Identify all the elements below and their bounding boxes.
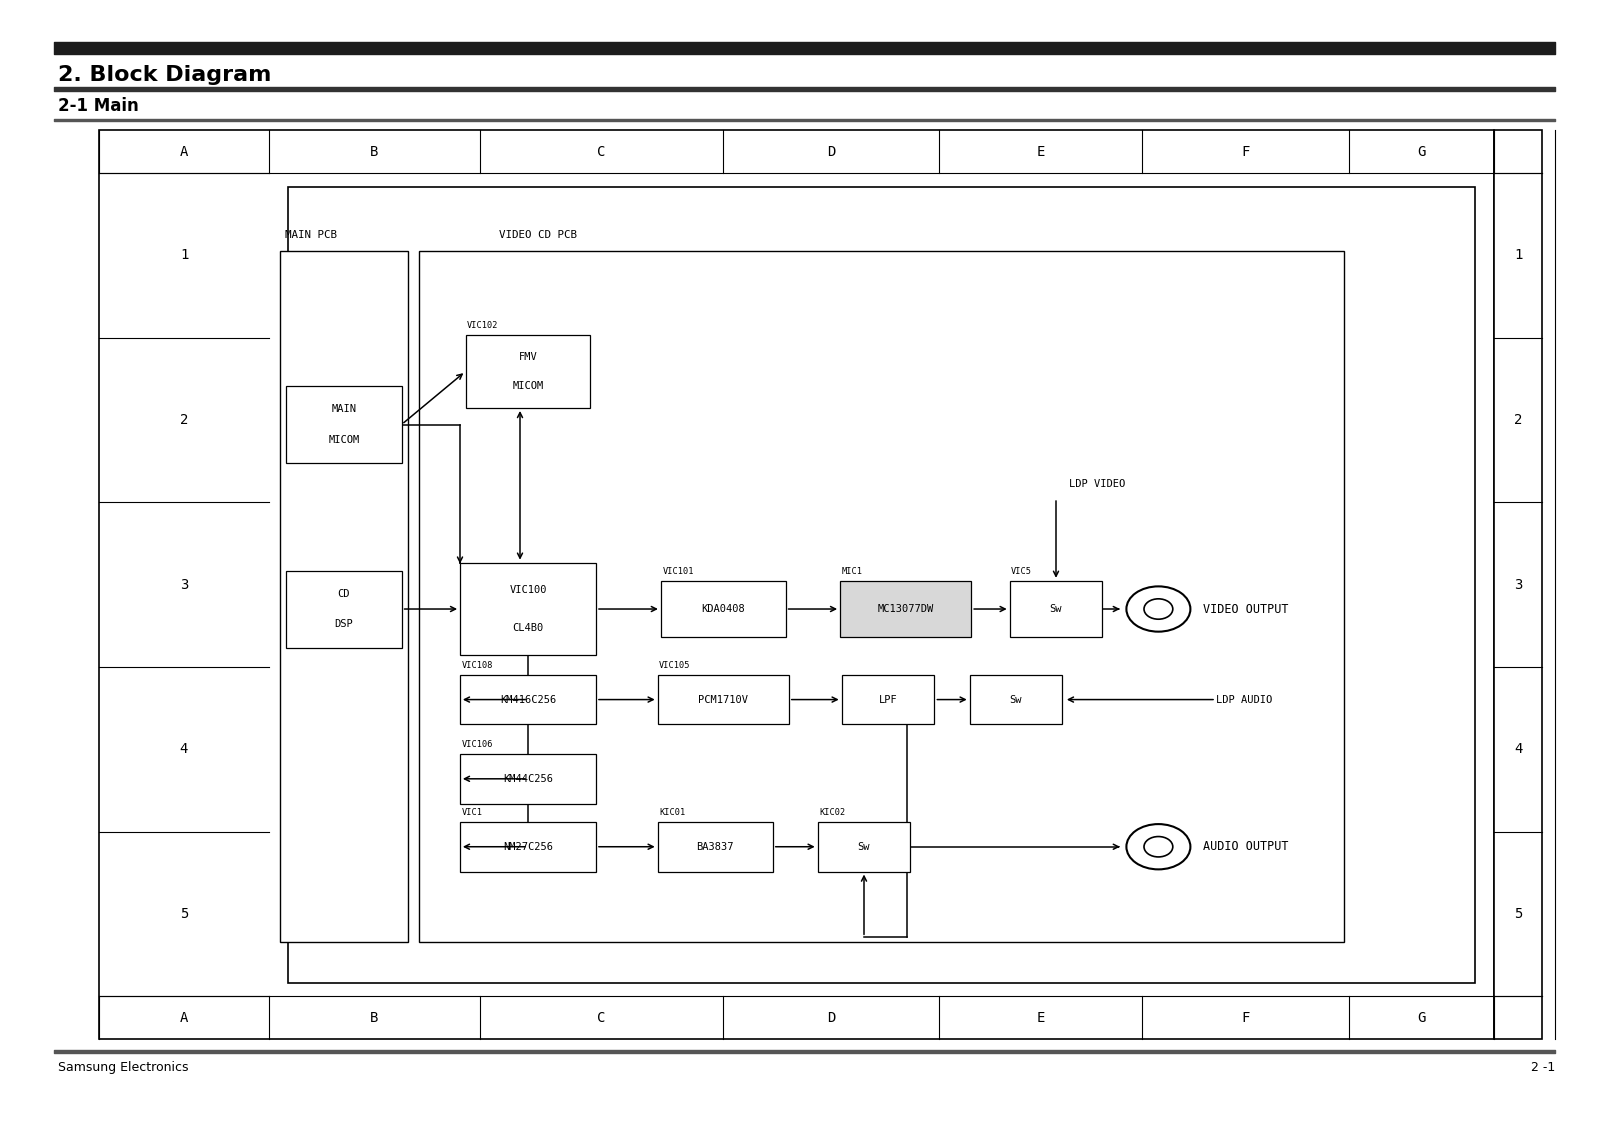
Text: LDP AUDIO: LDP AUDIO (1216, 695, 1272, 704)
Circle shape (1144, 599, 1173, 619)
Text: VIDEO CD PCB: VIDEO CD PCB (499, 230, 578, 240)
Circle shape (1126, 586, 1190, 632)
Text: 5: 5 (1514, 907, 1523, 920)
Text: 2: 2 (1514, 413, 1523, 427)
Bar (288, 187, 1475, 983)
Text: F: F (1242, 145, 1250, 158)
Circle shape (1126, 824, 1190, 869)
Bar (461, 675, 597, 724)
Bar (461, 822, 597, 872)
Text: KM44C256: KM44C256 (502, 774, 554, 783)
Text: NM27C256: NM27C256 (502, 842, 554, 851)
Text: D: D (827, 145, 835, 158)
Bar (818, 822, 910, 872)
Text: 4: 4 (179, 743, 189, 756)
Text: DSP: DSP (334, 619, 354, 629)
Bar (842, 675, 934, 724)
Bar (661, 581, 786, 637)
Text: A: A (179, 1011, 189, 1024)
Bar (99, 130, 1494, 1039)
Text: KIC02: KIC02 (819, 808, 845, 817)
Text: VIC101: VIC101 (662, 567, 694, 576)
Text: VIC108: VIC108 (462, 661, 493, 670)
Bar (840, 581, 971, 637)
Text: G: G (1418, 1011, 1426, 1024)
Text: MC13077DW: MC13077DW (877, 604, 934, 614)
Text: VIC102: VIC102 (467, 321, 499, 331)
Text: PCM1710V: PCM1710V (698, 695, 749, 704)
Text: F: F (1242, 1011, 1250, 1024)
Text: Samsung Electronics: Samsung Electronics (58, 1061, 189, 1074)
Text: MICOM: MICOM (328, 435, 360, 445)
Text: MAIN PCB: MAIN PCB (285, 230, 338, 240)
Text: C: C (597, 1011, 606, 1024)
Text: MAIN: MAIN (331, 404, 357, 414)
Text: VIC1: VIC1 (462, 808, 483, 817)
Text: 2 -1: 2 -1 (1531, 1061, 1555, 1074)
Bar (970, 675, 1062, 724)
Text: D: D (827, 1011, 835, 1024)
Text: VIC100: VIC100 (509, 585, 547, 595)
Bar (286, 571, 402, 648)
Text: CD: CD (338, 589, 350, 599)
Text: KDA0408: KDA0408 (701, 604, 746, 614)
Text: 1: 1 (179, 249, 189, 263)
Bar (1494, 130, 1542, 1039)
Text: VIC105: VIC105 (659, 661, 691, 670)
Text: Sw: Sw (1010, 695, 1022, 704)
Text: VIC106: VIC106 (462, 740, 493, 749)
Text: 4: 4 (1514, 743, 1523, 756)
Text: CL4B0: CL4B0 (512, 623, 544, 633)
Text: 2. Block Diagram: 2. Block Diagram (58, 65, 270, 85)
Text: 5: 5 (179, 907, 189, 920)
Text: B: B (370, 1011, 379, 1024)
Text: E: E (1037, 145, 1045, 158)
Text: B: B (370, 145, 379, 158)
Text: 3: 3 (179, 577, 189, 592)
Circle shape (1144, 837, 1173, 857)
Text: 2: 2 (179, 413, 189, 427)
Text: MIC1: MIC1 (842, 567, 862, 576)
Text: 3: 3 (1514, 577, 1523, 592)
Text: BA3837: BA3837 (696, 842, 734, 851)
Text: VIDEO OUTPUT: VIDEO OUTPUT (1203, 602, 1288, 616)
Bar (1010, 581, 1102, 637)
Text: C: C (597, 145, 606, 158)
Text: KIC01: KIC01 (659, 808, 685, 817)
Bar (419, 251, 1344, 942)
Bar (466, 334, 590, 408)
Text: FMV: FMV (518, 352, 538, 361)
Bar (461, 754, 597, 804)
Bar (658, 675, 789, 724)
Bar (461, 563, 597, 655)
Text: 1: 1 (1514, 249, 1523, 263)
Text: VIC5: VIC5 (1011, 567, 1032, 576)
Text: 2-1 Main: 2-1 Main (58, 97, 138, 115)
Text: LDP VIDEO: LDP VIDEO (1069, 479, 1125, 489)
Text: LPF: LPF (878, 695, 898, 704)
Text: A: A (179, 145, 189, 158)
Text: KM416C256: KM416C256 (499, 695, 557, 704)
Text: Sw: Sw (1050, 604, 1062, 614)
Text: Sw: Sw (858, 842, 870, 851)
Bar (286, 386, 402, 463)
Bar (280, 251, 408, 942)
Bar (658, 822, 773, 872)
Text: E: E (1037, 1011, 1045, 1024)
Text: AUDIO OUTPUT: AUDIO OUTPUT (1203, 840, 1288, 854)
Text: G: G (1418, 145, 1426, 158)
Text: MICOM: MICOM (512, 381, 544, 391)
